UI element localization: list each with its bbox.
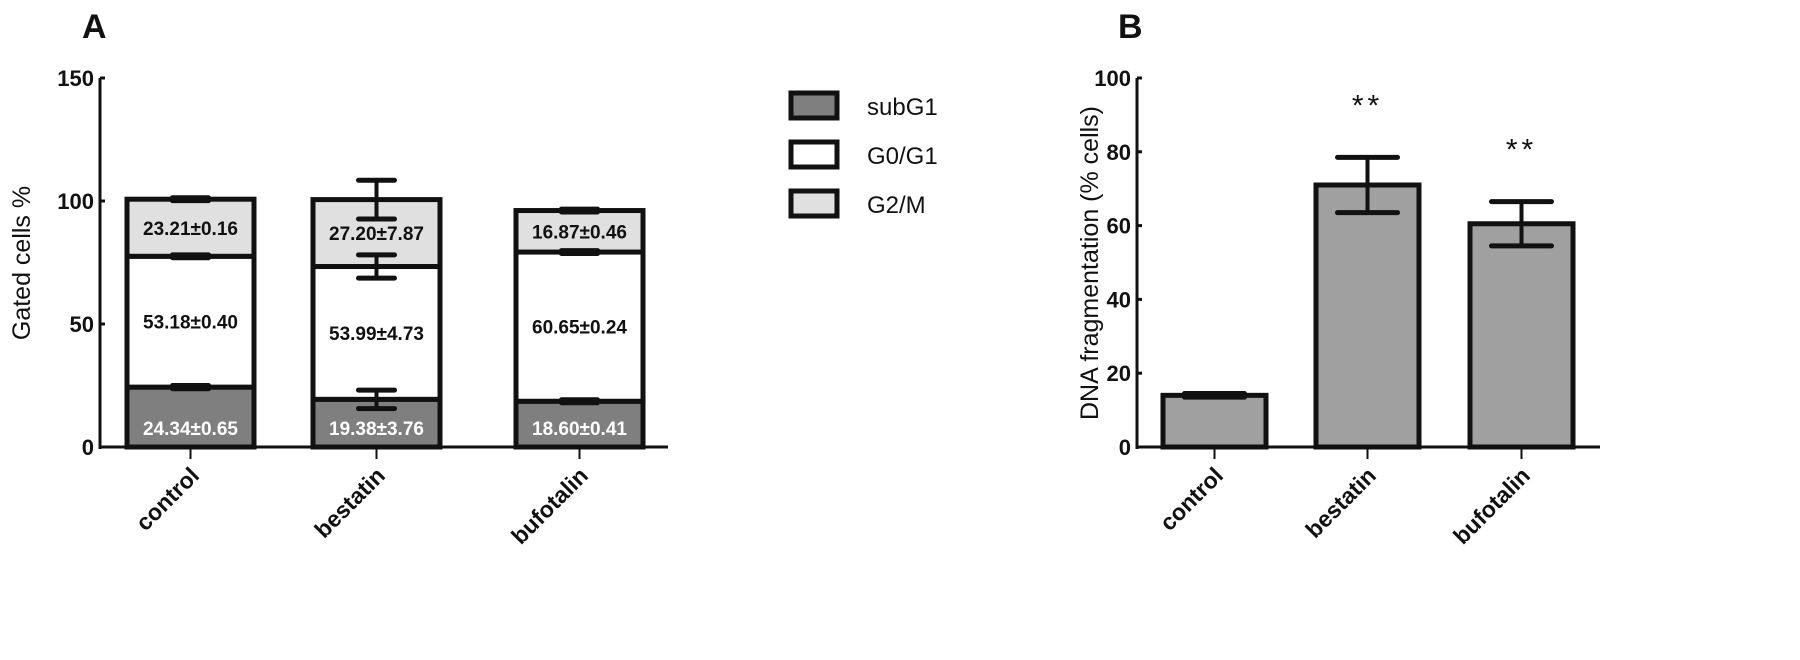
chart-b-bar [1160,392,1269,450]
legend-label: G0/G1 [867,143,938,170]
chart-a-cell-cycle: Gated cells % 0 50 100 150 control bestatin bu… [8,66,938,549]
chart-b-y-tick-label: 60 [1107,214,1131,239]
panel-label-b: B [1118,8,1143,46]
chart-a-category-label: bestatin [309,462,390,543]
chart-a-segment-value-label: 23.21±0.16 [143,219,238,240]
chart-a-y-tick-label: 100 [57,189,94,214]
chart-a-bar-segment-g2-m [513,208,646,255]
chart-a-bar-segment-g0-g1 [124,253,257,390]
chart-b-y-tick-label: 100 [1094,66,1131,91]
chart-a-segment-value-label: 53.99±4.73 [329,324,424,345]
chart-a-y-axis-label: Gated cells % [8,186,36,340]
legend-swatch-g2-m [788,188,840,219]
chart-b-bar [1467,221,1576,450]
chart-b-category-label: control [1155,462,1229,536]
chart-a-segment-value-label: 18.60±0.41 [532,419,627,440]
chart-b-dna-fragmentation: DNA fragmentation (% cells) 0 20 40 60 80 100… [1076,66,1600,549]
chart-a-segment-value-label: 60.65±0.24 [532,318,627,339]
chart-a-segment-value-label: 24.34±0.65 [143,419,238,440]
legend-label: G2/M [867,192,926,219]
panel-label-a: A [82,8,107,46]
chart-b-y-tick-label: 40 [1107,287,1131,312]
chart-a-y-tick-label: 150 [57,66,94,91]
legend-label: subG1 [867,94,938,121]
significance-marker: ** [1506,134,1537,167]
chart-a-legend: subG1 G0/G1 G2/M [788,90,938,219]
chart-b-y-tick-label: 80 [1107,140,1131,165]
chart-b-category-label: bufotalin [1448,462,1535,549]
chart-a-segment-value-label: 27.20±7.87 [329,224,424,245]
chart-b-bars: ** ** [1160,89,1576,450]
chart-a-bar-segment-g0-g1 [310,264,443,402]
significance-marker: ** [1352,89,1383,122]
chart-a-category-label: control [131,462,205,536]
chart-a-y-tick-label: 50 [70,312,94,337]
chart-a-segment-value-label: 53.18±0.40 [143,313,238,334]
chart-b-y-tick-label: 0 [1119,435,1131,460]
chart-a-segment-value-label: 16.87±0.46 [532,222,627,243]
chart-a-bar-segment-subg1 [513,398,646,450]
chart-a-category-label: bufotalin [506,462,593,549]
chart-b-y-tick-label: 20 [1107,361,1131,386]
legend-swatch-subg1 [788,90,840,121]
legend-swatch-g0-g1 [788,139,840,170]
chart-a-bars: 24.34±0.65 53.18±0.40 23.21±0.16 19.38±3.76… [124,177,646,450]
chart-a-bar-segment-g0-g1 [513,249,646,404]
chart-a-y-tick-label: 0 [82,435,94,460]
chart-a-segment-value-label: 19.38±3.76 [329,419,424,440]
chart-b-bar [1313,182,1422,450]
chart-b-y-axis-label: DNA fragmentation (% cells) [1076,106,1104,420]
chart-b-category-label: bestatin [1300,462,1381,543]
